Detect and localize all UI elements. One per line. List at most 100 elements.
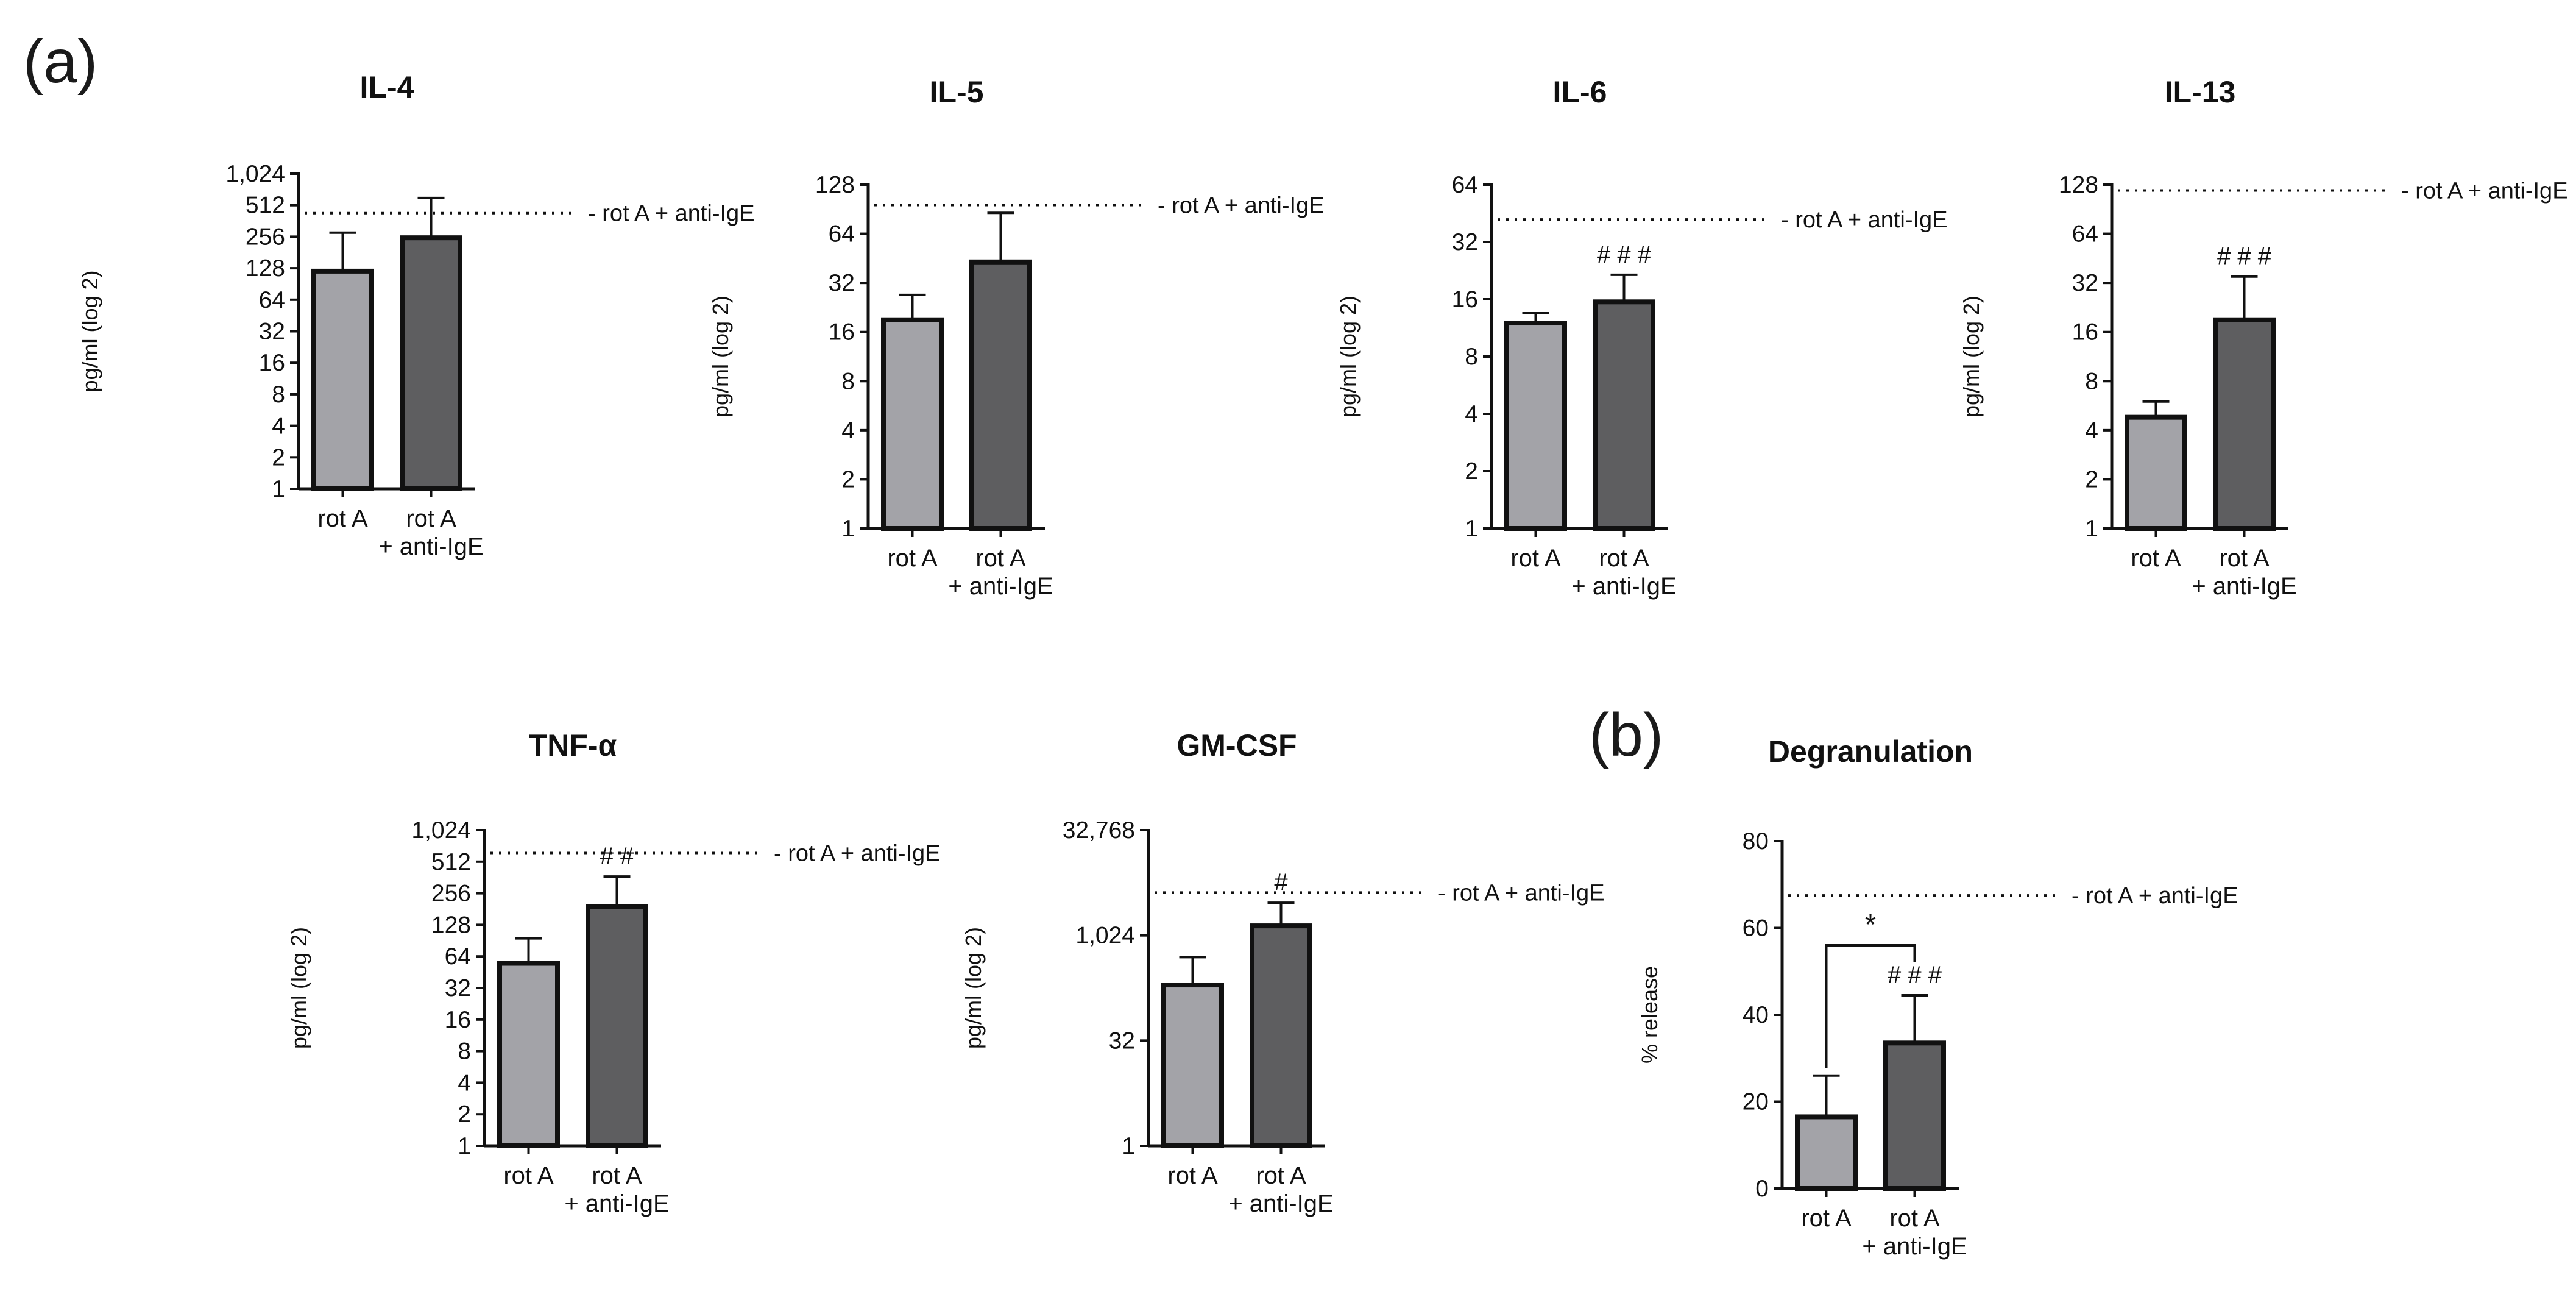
y-tick-label: 1 <box>1465 516 1478 542</box>
bar-rot-a <box>1504 321 1567 531</box>
y-tick-label: 4 <box>272 413 285 439</box>
category-label: rot A <box>1510 545 1561 572</box>
y-tick-label: 8 <box>2085 368 2098 394</box>
bar-rot-a <box>2125 414 2187 531</box>
y-tick-label: 8 <box>458 1039 471 1065</box>
y-tick-label: 32 <box>829 270 855 296</box>
bar-rot-a <box>1161 983 1224 1149</box>
y-tick-label: 4 <box>2085 418 2098 444</box>
y-tick-label: 32 <box>1109 1028 1135 1054</box>
significance-hash: # # <box>600 843 634 870</box>
y-tick-label: 1,024 <box>411 817 471 844</box>
y-tick-label: 128 <box>2059 172 2098 198</box>
y-tick-label: 16 <box>445 1007 471 1033</box>
y-axis-label: pg/ml (log 2) <box>708 296 733 418</box>
category-label-line: rot A <box>1801 1205 1852 1232</box>
y-tick-label: 64 <box>1452 172 1478 198</box>
y-tick-label: 1 <box>458 1133 471 1159</box>
y-axis-label: % release <box>1637 966 1662 1064</box>
category-label: rot A + anti-IgE <box>1228 1162 1333 1217</box>
y-tick-label: 60 <box>1743 915 1769 942</box>
chart-title: TNF-α <box>529 728 617 762</box>
y-tick-label: 2 <box>458 1101 471 1128</box>
y-tick-label: 1 <box>272 476 285 502</box>
y-axis-label: pg/ml (log 2) <box>1336 296 1361 418</box>
significance-hash: # # # <box>2217 243 2272 270</box>
y-tick-label: 128 <box>246 255 285 282</box>
reference-label: - rot A + anti-IgE <box>588 201 755 227</box>
y-tick-label: 2 <box>841 466 855 492</box>
category-label-line: rot A <box>887 545 938 572</box>
y-tick-label: 40 <box>1743 1002 1769 1028</box>
bar-rot-a <box>881 317 944 531</box>
significance-star: * <box>1865 909 1877 941</box>
y-tick-label: 64 <box>445 943 471 970</box>
category-label: rot A <box>1167 1162 1218 1189</box>
category-label-line: rot A <box>1256 1162 1306 1189</box>
category-label-line: rot A <box>592 1162 642 1189</box>
y-tick-label: 32 <box>1452 229 1478 255</box>
reference-label: - rot A + anti-IgE <box>1158 193 1325 218</box>
y-tick-label: 32 <box>259 319 285 345</box>
category-label: rot A + anti-IgE <box>2192 545 2296 600</box>
y-tick-label: 8 <box>1465 344 1478 370</box>
y-tick-label: 64 <box>259 287 285 313</box>
panel-label-b: (b) <box>1589 701 1663 769</box>
charts-container: IL-4pg/ml (log 2)12481632641282565121,02… <box>77 70 2568 1260</box>
y-tick-label: 2 <box>2085 466 2098 492</box>
y-tick-label: 16 <box>1452 286 1478 313</box>
chart-title: Degranulation <box>1768 734 1973 769</box>
y-tick-label: 32 <box>2072 270 2098 296</box>
y-tick-label: 8 <box>272 382 285 408</box>
chart-title: IL-4 <box>360 70 414 104</box>
category-label-line: rot A <box>503 1162 554 1189</box>
reference-label: - rot A + anti-IgE <box>1438 880 1605 906</box>
y-tick-label: 128 <box>431 912 471 938</box>
reference-label: - rot A + anti-IgE <box>2072 883 2238 909</box>
bar-rot-a-anti-ige <box>1250 923 1312 1148</box>
y-tick-label: 16 <box>259 350 285 376</box>
category-label-line: rot A <box>1167 1162 1218 1189</box>
y-tick-label: 2 <box>272 444 285 471</box>
y-axis-label: pg/ml (log 2) <box>1959 296 1984 418</box>
significance-hash: # <box>1274 869 1288 896</box>
y-tick-label: 1,024 <box>1075 923 1135 949</box>
y-tick-label: 0 <box>1755 1176 1769 1202</box>
y-tick-label: 64 <box>2072 221 2098 247</box>
category-label: rot A + anti-IgE <box>948 545 1053 600</box>
y-tick-label: 16 <box>2072 319 2098 346</box>
category-label: rot A <box>317 505 368 532</box>
category-label-line: rot A <box>2219 545 2270 572</box>
y-tick-label: 32,768 <box>1063 817 1135 844</box>
chart-title: GM-CSF <box>1177 728 1297 762</box>
y-tick-label: 80 <box>1743 828 1769 855</box>
reference-label: - rot A + anti-IgE <box>1781 207 1948 233</box>
category-label-line: + anti-IgE <box>1571 573 1676 600</box>
y-axis-label: pg/ml (log 2) <box>77 270 102 392</box>
y-tick-label: 1,024 <box>225 161 285 187</box>
y-tick-label: 4 <box>841 418 855 444</box>
significance-hash: # # # <box>1597 241 1652 268</box>
chart-title: IL-6 <box>1553 75 1607 109</box>
bar-rot-a <box>1795 1114 1858 1191</box>
category-label: rot A + anti-IgE <box>378 505 483 560</box>
bar-rot-a-anti-ige <box>586 904 648 1148</box>
category-label-line: rot A <box>406 505 456 532</box>
y-tick-label: 256 <box>431 881 471 907</box>
y-tick-label: 1 <box>841 516 855 542</box>
reference-label: - rot A + anti-IgE <box>2401 178 2568 204</box>
chart-tnfa: TNF-α pg/ml (log 2) 1 2 4 8 16 32 64 128 256 512 1,0… <box>286 728 941 1217</box>
bar-rot-a-anti-ige <box>969 259 1032 531</box>
significance-hash: # # # <box>1888 962 1942 989</box>
y-tick-label: 16 <box>829 319 855 346</box>
y-axis-label: pg/ml (log 2) <box>286 927 311 1049</box>
bar-rot-a-anti-ige <box>2213 317 2276 531</box>
y-tick-label: 4 <box>458 1070 471 1096</box>
category-label-line: + anti-IgE <box>948 573 1053 600</box>
